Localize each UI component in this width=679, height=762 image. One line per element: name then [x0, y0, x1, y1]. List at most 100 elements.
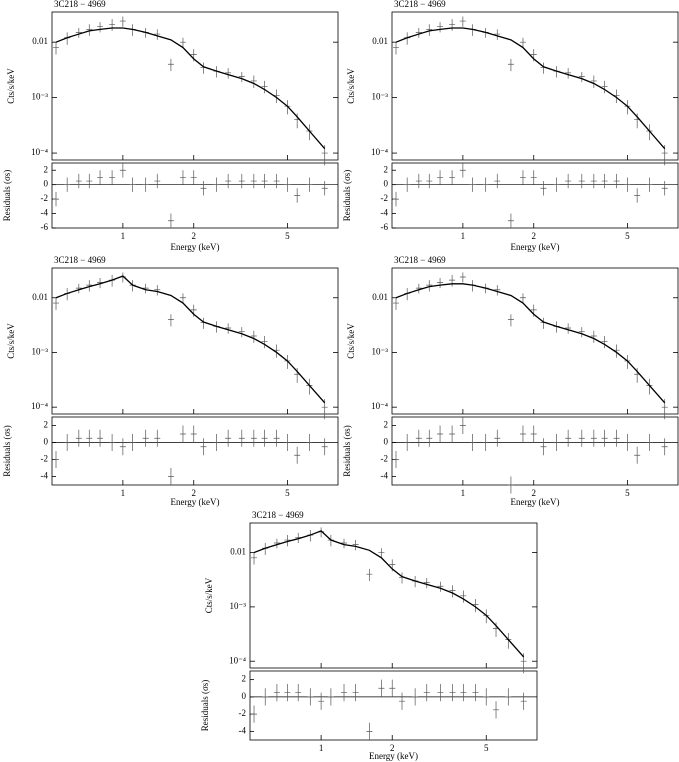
residual-point: [213, 434, 220, 451]
residual-point: [469, 177, 476, 192]
residual-point: [460, 683, 467, 702]
residual-point: [97, 170, 104, 185]
residual-point: [284, 683, 291, 702]
data-point: [251, 552, 258, 565]
residual-point: [472, 683, 479, 702]
residual-point: [352, 683, 359, 702]
residual-point: [494, 173, 501, 189]
model-line: [55, 275, 326, 404]
plot-frame: [51, 11, 339, 161]
residual-point: [540, 438, 547, 456]
residual-point: [505, 688, 512, 706]
y-tick-label: 10⁻³: [230, 601, 247, 611]
residual-point: [404, 177, 411, 192]
residual-point: [646, 434, 653, 451]
data-point: [294, 367, 301, 383]
data-point: [646, 124, 653, 141]
residual-point: [251, 705, 258, 723]
residual-point: [459, 163, 466, 178]
residual-point: [553, 434, 560, 451]
residual-axis-label: Residuals (σs): [2, 425, 12, 477]
data-point: [273, 344, 280, 358]
data-point: [97, 22, 104, 33]
data-point: [366, 568, 373, 581]
residual-point: [530, 170, 537, 185]
data-point: [507, 314, 514, 327]
y-axis-label: Cts/s/keV: [346, 323, 356, 359]
data-point: [505, 633, 512, 649]
y-axis-label: Cts/s/keV: [346, 68, 356, 104]
data-point: [494, 29, 501, 40]
residual-point: [565, 173, 572, 189]
residual-point: [200, 438, 207, 456]
y-tick-label: 10⁻³: [32, 92, 49, 102]
data-point: [519, 293, 526, 304]
data-point: [459, 272, 466, 283]
y-axis-label: Cts/s/keV: [6, 323, 16, 359]
residual-point: [437, 170, 444, 185]
residual-point: [482, 434, 489, 451]
model-line: [55, 27, 326, 150]
residual-tick-label: 0: [384, 437, 389, 447]
data-point: [449, 19, 456, 31]
data-point: [179, 293, 186, 304]
residual-point: [273, 429, 280, 447]
residual-tick-label: 2: [242, 674, 247, 684]
x-tick-label: 2: [191, 488, 196, 498]
residual-point: [284, 177, 291, 192]
residual-point: [483, 688, 490, 706]
residual-point: [393, 191, 400, 207]
data-point: [472, 598, 479, 613]
residual-point: [565, 429, 572, 447]
y-tick-label: 0.01: [230, 547, 246, 557]
data-point: [86, 280, 93, 292]
data-point: [590, 330, 597, 343]
data-point: [284, 100, 291, 115]
residual-point: [190, 170, 197, 185]
residual-point: [378, 679, 385, 697]
data-point: [142, 283, 149, 294]
x-tick-label: 1: [121, 231, 126, 241]
residual-point: [273, 173, 280, 189]
y-tick-label: 10⁻³: [372, 92, 389, 102]
data-point: [261, 335, 268, 349]
residual-point: [613, 429, 620, 447]
y-tick-label: 0.01: [372, 36, 388, 46]
data-point: [179, 37, 186, 48]
y-tick-label: 10⁻³: [372, 347, 389, 357]
data-point: [449, 275, 456, 287]
residual-point: [294, 446, 301, 464]
residual-point: [661, 181, 668, 196]
residual-frame: [391, 416, 679, 486]
x-tick-label: 1: [461, 488, 466, 498]
data-point: [565, 323, 572, 334]
data-point: [393, 297, 400, 310]
data-point: [225, 68, 232, 79]
x-axis-label: Energy (keV): [170, 242, 219, 252]
residual-point: [109, 170, 116, 185]
residual-point: [437, 683, 444, 702]
residual-tick-label: -4: [239, 725, 247, 735]
data-point: [154, 285, 161, 296]
data-point: [261, 80, 268, 94]
residual-point: [389, 679, 396, 697]
residual-point: [341, 683, 348, 702]
data-point: [493, 622, 500, 637]
residual-point: [449, 425, 456, 443]
residual-point: [75, 173, 82, 189]
data-point: [646, 378, 653, 395]
plot-frame: [51, 267, 339, 415]
residual-point: [167, 468, 174, 485]
y-tick-label: 10⁻⁴: [229, 655, 246, 665]
y-tick-label: 10⁻⁴: [371, 401, 388, 411]
residual-point: [519, 425, 526, 443]
data-point: [378, 548, 385, 558]
residual-point: [262, 688, 269, 706]
y-tick-label: 0.01: [32, 36, 48, 46]
data-point: [613, 89, 620, 103]
residual-tick-label: -2: [41, 193, 49, 203]
data-point: [167, 314, 174, 327]
residual-point: [412, 688, 419, 706]
residual-point: [530, 425, 537, 443]
